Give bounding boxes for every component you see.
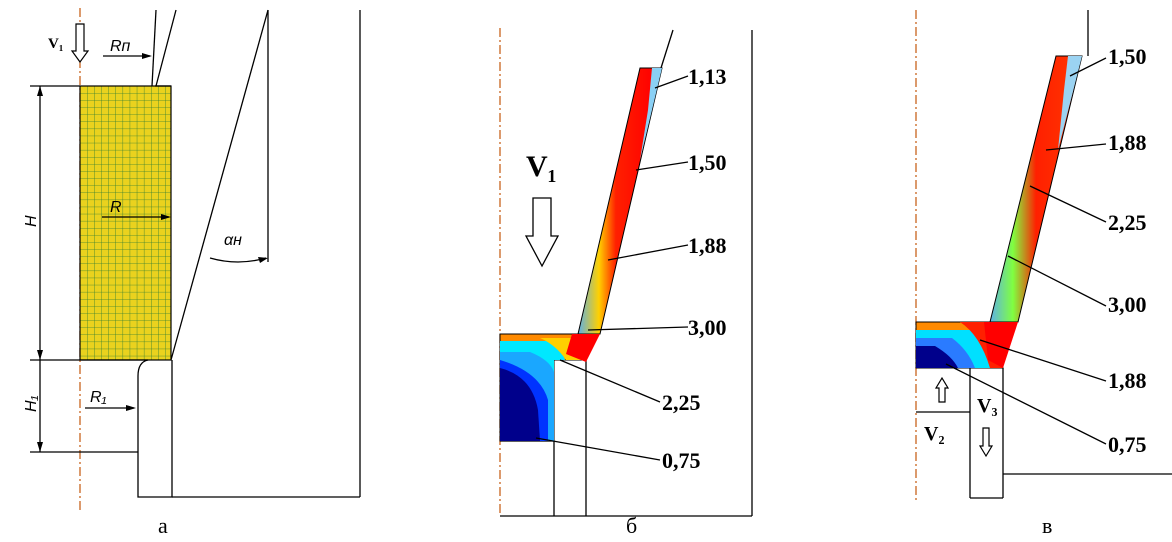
up-arrow-icon [934, 376, 950, 403]
dim-h: H [23, 215, 40, 227]
caption-a: а [158, 513, 168, 538]
dim-r: R [110, 199, 122, 216]
panel-b: 1,13 1,50 1,88 3,00 2,25 0,75 V₁ б [499, 28, 753, 538]
low-zone-b [500, 368, 540, 441]
caption-b: б [626, 513, 637, 538]
level-label: 2,25 [1108, 210, 1147, 235]
level-label: 1,13 [688, 64, 727, 89]
down-arrow-icon [524, 197, 560, 268]
level-label: 2,25 [662, 390, 701, 415]
level-label: 0,75 [662, 448, 701, 473]
dim-rp: Rп [110, 38, 131, 55]
mesh-block [79, 85, 172, 361]
dim-h1: H₁ [23, 395, 40, 412]
caption-c: в [1042, 513, 1052, 538]
v3-label: V₃ [977, 395, 997, 417]
panel-a: H H₁ R Rп R₁ αн V₁ а [23, 8, 361, 538]
level-label: 0,75 [1108, 432, 1147, 457]
level-label: 1,50 [688, 150, 727, 175]
v1-label-a: V₁ [48, 36, 63, 52]
level-label: 1,88 [1108, 368, 1147, 393]
v1-label-b: V₁ [526, 150, 557, 183]
down-arrow-icon [978, 427, 994, 458]
low-zone-c [916, 346, 958, 368]
level-label: 3,00 [1108, 292, 1147, 317]
v2-label: V₂ [924, 423, 944, 445]
down-arrow-icon [70, 23, 90, 64]
panel-c: 1,50 1,88 2,25 3,00 1,88 0,75 V₂ V₃ в [915, 10, 1172, 538]
dim-alpha: αн [224, 232, 242, 249]
punch-edge [151, 9, 157, 87]
die-cone-line [170, 9, 269, 361]
level-label: 3,00 [688, 315, 727, 340]
level-label: 1,88 [1108, 130, 1147, 155]
level-label: 1,50 [1108, 44, 1147, 69]
level-label: 1,88 [688, 233, 727, 258]
dim-r1: R₁ [90, 389, 107, 406]
